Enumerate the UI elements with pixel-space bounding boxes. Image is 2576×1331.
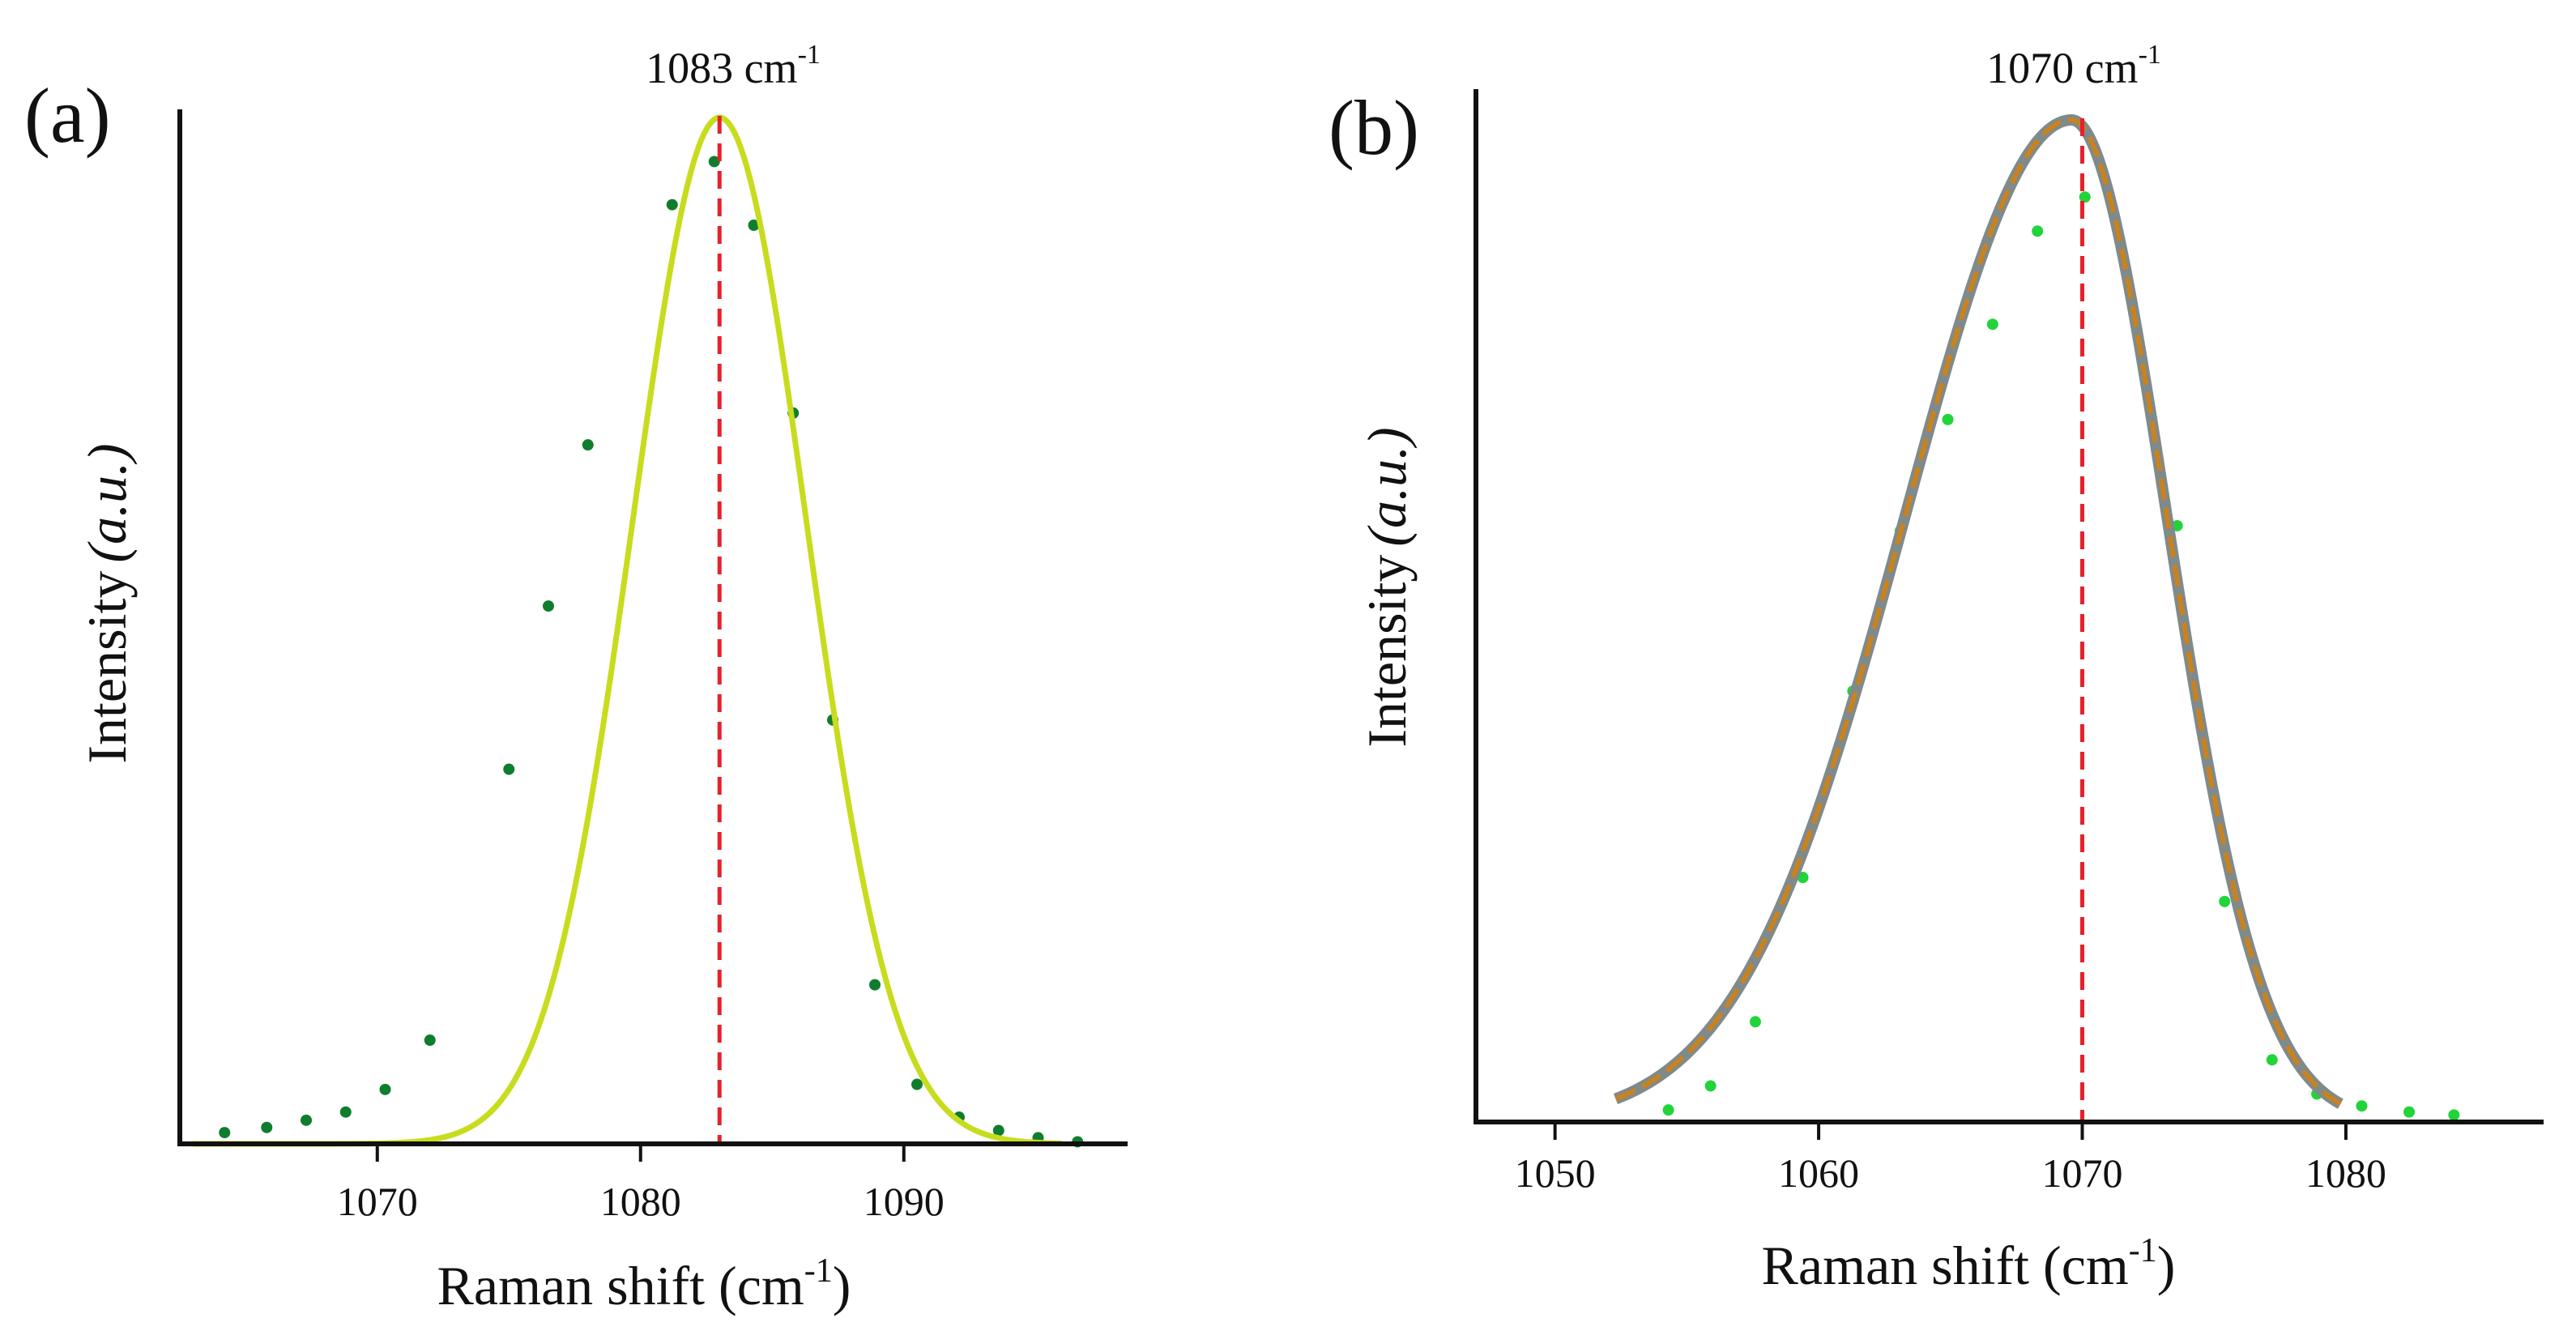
panel-b-data-point [2079,191,2091,203]
panel-a-points [219,156,1084,1148]
panel-b-x-tick-label: 1060 [1778,1150,1859,1196]
panel-b-data-point [2266,1054,2278,1066]
panel-a-data-point [301,1114,312,1126]
panel-b-x-tick-label: 1050 [1515,1150,1596,1196]
panel-a-data-point [543,600,554,612]
panel-b-data-point [1662,1104,1674,1116]
panel-a-data-point [708,156,720,168]
panel-a-data-point [666,198,678,211]
panel-b-data-point [1749,1016,1761,1028]
panel-b-data-point [2403,1106,2416,1118]
panel-a-x-tick-label: 1070 [337,1179,418,1224]
panel-b-x-tick-label: 1080 [2305,1150,2386,1196]
panel-a-data-point [503,763,515,775]
panel-b-data-point [1986,318,1998,331]
panel-a-data-point [219,1127,231,1139]
panel-b: (b) 1050 1060 1070 1080 1070 cm-1 Intensity… [1329,40,2544,1296]
panel-b-data-point [1704,1080,1717,1092]
panel-b-peak-label-sup: -1 [2139,40,2161,70]
panel-b-x-tick-label: 1070 [2041,1150,2122,1196]
panel-a: (a) 1070 1080 1090 1083 cm-1 Intensity(a.u… [24,40,1128,1316]
panel-a-data-point [869,979,881,991]
panel-a-x-tick-label: 1090 [864,1179,945,1224]
panel-b-label: (b) [1329,84,1419,171]
panel-b-x-ticks: 1050 1060 1070 1080 [1515,1122,2386,1196]
panel-a-peak-label: 1083 cm-1 [646,40,821,92]
panel-b-points [1662,191,2460,1121]
panel-a-fit-curve [193,114,1062,1147]
panel-a-data-point [582,439,594,451]
panel-b-data-point [2032,225,2044,237]
panel-a-data-point [748,220,760,232]
panel-b-data-point [2356,1100,2368,1112]
panel-b-peak-label: 1070 cm-1 [1986,40,2161,92]
panel-a-data-point [261,1121,273,1133]
panel-a-data-point [911,1078,923,1090]
panel-b-fit-curve-outer [1612,114,2344,1109]
panel-b-data-point [2219,895,2231,907]
panel-a-data-point [339,1106,352,1118]
panel-a-data-point [424,1035,436,1047]
panel-a-data-point [992,1124,1004,1137]
panel-a-x-ticks: 1070 1080 1090 [337,1144,945,1224]
panel-a-x-axis-title: Raman shift (cm-1) [437,1252,851,1316]
panel-a-peak-label-sup: -1 [798,40,821,70]
panel-b-data-point [2448,1109,2460,1121]
panel-b-x-axis-title: Raman shift (cm-1) [1762,1232,2176,1296]
panel-a-label: (a) [24,72,111,159]
panel-a-data-point [379,1083,391,1095]
panel-b-fit-curve-inner [1614,117,2342,1107]
panel-b-y-axis-title: Intensity(a.u.) [1356,427,1418,747]
panel-b-data-point [1942,413,1954,425]
panel-a-y-axis-title: Intensity(a.u.) [76,443,138,763]
panel-a-x-tick-label: 1080 [600,1179,681,1224]
